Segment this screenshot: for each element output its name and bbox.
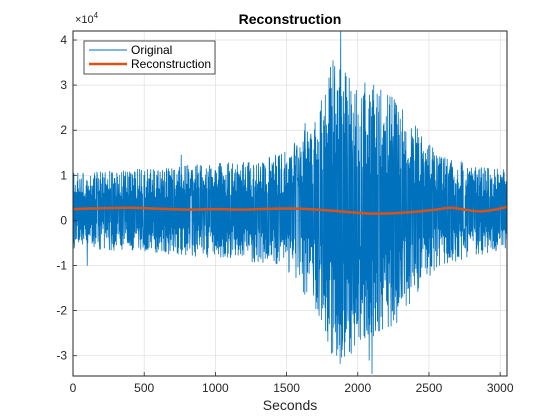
y-exponent-base: ×10 (75, 14, 94, 26)
y-exponent-label: ×104 (75, 11, 99, 26)
y-tick-label: 2 (60, 123, 67, 137)
y-tick-label: 4 (60, 33, 67, 47)
x-tick-label: 2500 (416, 381, 443, 395)
x-tick-label: 500 (134, 381, 154, 395)
y-tick-label: 0 (60, 213, 67, 227)
legend[interactable]: Original Reconstruction (83, 40, 216, 75)
y-tick-label: -1 (56, 259, 67, 273)
legend-box (83, 40, 216, 75)
y-tick-label: 1 (60, 168, 67, 182)
y-tick-label: -3 (56, 349, 67, 363)
axis-ticks: 0 500 1000 1500 2000 2500 3000 -3 -2 -1 0 1 2 3 4 (56, 33, 514, 395)
x-tick-label: 0 (70, 381, 77, 395)
series-line-reconstruction (73, 205, 507, 215)
chart-title: Reconstruction (239, 11, 342, 27)
y-tick-label: 3 (60, 78, 67, 92)
series-line-original (73, 31, 507, 375)
legend-label-original: Original (131, 43, 172, 57)
x-tick-label: 2000 (344, 381, 371, 395)
x-tick-label: 3000 (487, 381, 514, 395)
x-tick-label: 1500 (273, 381, 300, 395)
legend-label-reconstruction: Reconstruction (131, 57, 211, 71)
x-axis-label: Seconds (263, 397, 317, 413)
series-lines (73, 31, 507, 375)
x-tick-label: 1000 (202, 381, 229, 395)
axes-box (72, 30, 508, 377)
y-tick-label: -2 (56, 304, 67, 318)
y-exponent-power: 4 (94, 11, 99, 20)
